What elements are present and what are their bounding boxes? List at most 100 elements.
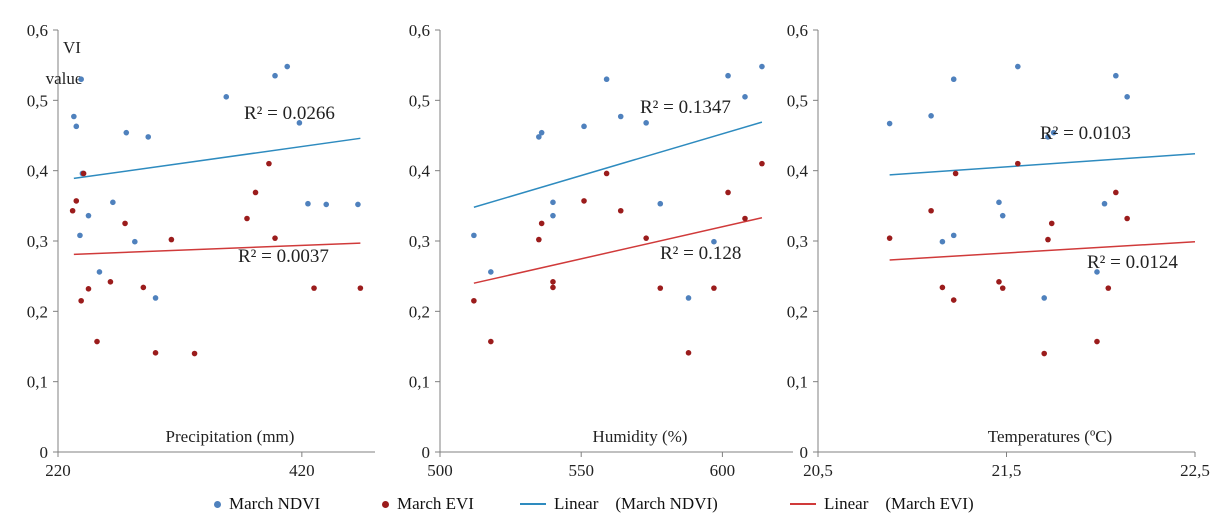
panel-3-point-evi (1113, 189, 1119, 196)
panel-2-point-evi (550, 278, 556, 285)
panel-2-point-ndvi (657, 200, 664, 207)
panel-2-x-tick-label: 500 (427, 461, 453, 480)
panel-1-point-evi (140, 284, 147, 291)
panel-3-point-evi (886, 235, 893, 241)
panel-2-point-evi (617, 207, 624, 214)
panel-3-point-ndvi (1101, 200, 1108, 207)
panel-2-point-evi (538, 220, 545, 227)
panel-2-point-evi (759, 160, 765, 167)
panel-2-point-evi (711, 285, 717, 291)
panel-3-y-tick-label: 0 (800, 443, 809, 462)
panel-1-point-evi (168, 236, 175, 243)
legend-item-ndvi: March NDVI (214, 494, 320, 514)
panel-1-x-tick-label: 220 (45, 461, 71, 480)
chart-area: 0 0,1 0,2 0,3 0,4 0,5 0,6 220 420 Precipitation (… (27, 21, 1210, 480)
panel-2-point-ndvi (759, 63, 765, 70)
panel-2-y-tick-label: 0,4 (409, 162, 431, 181)
panel-1-point-evi (107, 278, 114, 285)
panel-1-point-ndvi (272, 72, 278, 79)
panel-1-point-evi (78, 297, 84, 304)
panel-1-point-ndvi (223, 94, 230, 100)
legend-dot-ndvi-icon (214, 500, 221, 508)
panel-1-y-axis-label: VI (63, 38, 81, 57)
panel-1-y-tick-label: 0,4 (27, 162, 49, 181)
panel-1-r2-label-evi: R² = 0.0037 (238, 246, 329, 267)
panel-1-trendline-evi (73, 242, 361, 256)
panel-2-point-ndvi (685, 295, 692, 301)
panel-3-y-tick-label: 0,5 (787, 91, 808, 110)
panel-1-point-evi (85, 286, 92, 292)
panel-3-y-tick-label: 0,6 (787, 21, 808, 40)
legend-dot-evi-icon (382, 500, 389, 508)
panel-1-point-ndvi (123, 129, 130, 136)
panel-1-x-axis-label: Precipitation (mm) (166, 427, 295, 446)
panel-2-x-tick-label: 550 (568, 461, 594, 480)
panel-2-point-evi (581, 198, 587, 204)
panel-3-x-tick-label: 21,5 (992, 461, 1022, 480)
panel-3-point-evi (952, 170, 959, 177)
panel-2-point-evi (471, 297, 477, 304)
legend-label-evi: March EVI (397, 494, 474, 513)
panel-1-point-ndvi (296, 120, 303, 126)
panel-3-trendline-evi (889, 240, 1196, 261)
panel-2-point-ndvi (711, 238, 717, 245)
panel-1-point-evi (266, 160, 272, 167)
panel-1-point-ndvi (96, 269, 103, 275)
panel-1-point-ndvi (323, 201, 330, 208)
legend-label-linear-ndvi: Linear (March NDVI) (554, 494, 718, 513)
panel-2-y-tick-label: 0,2 (409, 302, 430, 321)
panel-2-r2-label-evi: R² = 0.128 (660, 243, 741, 264)
panel-1-point-ndvi (305, 200, 311, 207)
panel-3-point-ndvi (928, 113, 934, 119)
legend-item-linear-evi: Linear (March EVI) (790, 494, 974, 514)
panel-3-y-tick-label: 0,1 (787, 373, 808, 392)
panel-2-y-tick-label: 0,3 (409, 232, 430, 251)
panel-1-point-evi (122, 220, 128, 227)
legend-label-ndvi: March NDVI (229, 494, 321, 513)
panel-1-point-ndvi (132, 238, 138, 245)
panel-1-point-evi (152, 350, 159, 356)
panel-1-y-tick-label: 0,3 (27, 232, 48, 251)
panel-3-point-ndvi (1041, 295, 1047, 301)
legend-label-linear-evi: Linear (March EVI) (824, 494, 974, 513)
panel-3-point-ndvi (1050, 129, 1057, 136)
panel-3-point-ndvi (1113, 72, 1119, 79)
panel-1-point-evi (252, 189, 259, 196)
panel-1-point-evi (191, 350, 198, 357)
panel-3-point-evi (999, 285, 1006, 291)
panel-2-point-evi (657, 285, 664, 291)
panel-3-point-evi (1045, 236, 1051, 243)
panel-3-point-evi (1041, 350, 1047, 357)
panel-1-point-evi (69, 207, 76, 214)
panel-2-y-tick-label: 0,5 (409, 91, 430, 110)
legend-line-evi-icon (790, 503, 816, 505)
panel-1-point-ndvi (145, 134, 152, 140)
panel-2-point-ndvi (550, 199, 556, 206)
panel-1-r2-label-ndvi: R² = 0.0266 (244, 103, 335, 124)
panel-3-point-ndvi (950, 76, 957, 83)
legend-item-linear-ndvi: Linear (March NDVI) (520, 494, 718, 514)
panel-1-y-tick-label: 0,2 (27, 302, 48, 321)
panel-1-point-ndvi (73, 123, 80, 130)
panel-2-trendline-ndvi (473, 121, 763, 208)
panel-2-point-ndvi (550, 212, 556, 219)
panel-3-point-ndvi (939, 238, 946, 245)
panel-2-point-evi (488, 338, 494, 345)
panel-3-point-evi (1015, 160, 1021, 167)
panel-2-point-ndvi (725, 72, 731, 79)
panel-3-x-tick-label: 20,5 (803, 461, 833, 480)
panel-3-point-evi (1124, 215, 1130, 222)
panel-3-y-tick-label: 0,2 (787, 302, 808, 321)
panel-2-point-evi (550, 284, 556, 291)
panel-1-point-ndvi (77, 232, 83, 239)
panel-2-point-evi (603, 170, 610, 177)
panel-3-point-ndvi (996, 199, 1002, 206)
panel-1-point-evi (80, 170, 87, 177)
panel-3-point-ndvi (1124, 94, 1130, 100)
panel-2-point-ndvi (643, 120, 649, 126)
panel-2-y-tick-label: 0,6 (409, 21, 430, 40)
legend: March NDVI March EVI Linear (March NDVI)… (0, 492, 1223, 519)
panel-3-point-ndvi (1045, 134, 1051, 140)
panel-1-point-ndvi (71, 113, 77, 120)
panel-3-point-evi (950, 297, 957, 303)
